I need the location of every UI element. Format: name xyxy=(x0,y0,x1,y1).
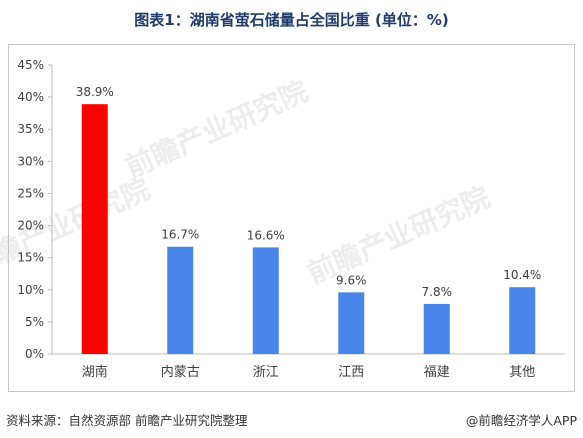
source-note: 资料来源：自然资源部 前瞻产业研究院整理 xyxy=(6,413,248,428)
y-tick-label: 40% xyxy=(17,90,44,104)
x-tick-label: 江西 xyxy=(338,365,364,380)
data-label: 16.7% xyxy=(161,228,199,242)
data-label: 10.4% xyxy=(503,268,541,282)
x-tick-label: 浙江 xyxy=(253,365,279,380)
data-label: 9.6% xyxy=(336,273,367,287)
data-label: 16.6% xyxy=(247,228,285,242)
bar xyxy=(338,292,365,354)
y-tick-label: 0% xyxy=(25,347,44,361)
y-tick-label: 30% xyxy=(17,154,44,168)
bar xyxy=(167,246,194,354)
bar xyxy=(81,104,108,354)
data-label: 7.8% xyxy=(422,285,453,299)
y-tick-label: 45% xyxy=(17,58,44,72)
x-tick-label: 其他 xyxy=(509,365,535,380)
bar xyxy=(252,247,279,354)
y-tick-label: 35% xyxy=(17,122,44,136)
y-tick-label: 15% xyxy=(17,251,44,265)
y-tick-label: 5% xyxy=(25,315,44,329)
brand-credit: @前瞻经济学人APP xyxy=(465,413,577,428)
y-tick-label: 25% xyxy=(17,186,44,200)
data-label: 38.9% xyxy=(76,85,114,99)
y-tick-label: 20% xyxy=(17,219,44,233)
x-tick-label: 湖南 xyxy=(82,364,108,380)
x-tick-label: 内蒙古 xyxy=(161,364,200,380)
bar xyxy=(509,287,536,354)
bar xyxy=(423,303,450,354)
y-tick-label: 10% xyxy=(17,283,44,297)
x-tick-label: 福建 xyxy=(424,365,450,380)
chart-title: 图表1：湖南省萤石储量占全国比重 (单位：%) xyxy=(134,11,449,29)
